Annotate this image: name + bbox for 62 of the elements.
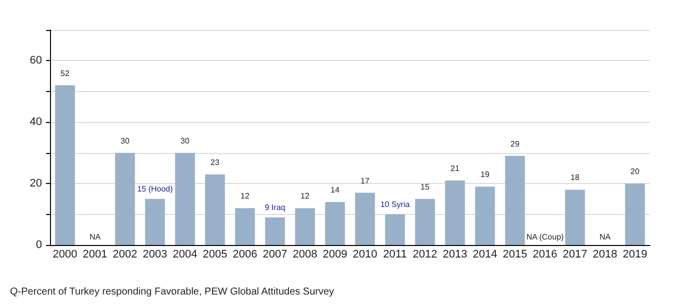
x-tick-label: 2018	[592, 248, 618, 260]
bar	[55, 85, 75, 245]
bar	[205, 174, 225, 245]
data-label: 12	[300, 192, 310, 201]
data-label: 30	[120, 136, 130, 146]
y-tick-label: 20	[30, 178, 42, 190]
x-tick-label: 2013	[442, 248, 468, 260]
text: NA	[599, 232, 611, 242]
bar	[475, 186, 495, 245]
x-tick-label: 2014	[472, 248, 498, 260]
x-tick-label: 2009	[322, 248, 348, 260]
bar	[415, 198, 435, 245]
bar	[235, 208, 255, 245]
bar	[565, 190, 585, 245]
bar	[325, 202, 345, 245]
text: Q-Percent of Turkey responding Favorable, PEW Global Attitudes Survey	[10, 286, 334, 298]
data-label: 30	[180, 136, 190, 146]
data-label: 15	[420, 182, 430, 192]
x-tick-label: 2019	[622, 248, 648, 260]
x-tick-label: 2002	[112, 248, 138, 260]
bar	[505, 156, 525, 245]
data-label: 17	[360, 176, 370, 186]
text: NA (Coup)	[526, 232, 564, 242]
x-tick-label: 2007	[262, 248, 288, 260]
x-tick-label: 2011	[383, 248, 407, 260]
y-tick-label: 0	[36, 239, 42, 251]
bar	[445, 180, 465, 245]
data-label: 23	[210, 158, 220, 167]
data-label: 12	[240, 192, 250, 201]
x-tick-label: 2012	[412, 248, 438, 260]
data-label: 18	[570, 173, 580, 182]
bar	[265, 217, 285, 245]
x-tick-label: 2016	[532, 248, 558, 260]
x-tick-label: 2015	[502, 248, 528, 260]
bar	[295, 208, 315, 245]
x-tick-label: 2003	[142, 248, 168, 260]
data-label: 52	[60, 68, 70, 78]
bar	[115, 152, 135, 245]
x-tick-label: 2005	[202, 248, 228, 260]
data-label: 29	[510, 139, 520, 148]
x-tick-label: 2010	[352, 248, 378, 260]
bar	[355, 192, 375, 245]
y-tick-label: 40	[30, 116, 42, 128]
bar	[625, 184, 645, 245]
x-tick-label: 2001	[82, 248, 108, 260]
data-label: 19	[480, 170, 490, 180]
annotation: 15 (Hood)	[137, 184, 174, 194]
data-label: 21	[450, 164, 460, 173]
x-tick-label: 2004	[172, 248, 198, 260]
x-tick-label: 2000	[52, 248, 78, 260]
x-tick-label: 2006	[232, 248, 258, 260]
data-label: 20	[630, 167, 640, 176]
text: NA	[89, 232, 101, 242]
x-tick-label: 2017	[562, 248, 588, 260]
y-tick-label: 60	[30, 54, 42, 67]
annotation: 9 Iraq	[264, 202, 286, 212]
x-tick-label: 2008	[292, 248, 318, 260]
data-label: 14	[330, 186, 340, 194]
bar	[385, 214, 405, 245]
bar	[175, 152, 195, 245]
annotation: 10 Syria	[380, 200, 410, 209]
bar	[145, 198, 165, 245]
